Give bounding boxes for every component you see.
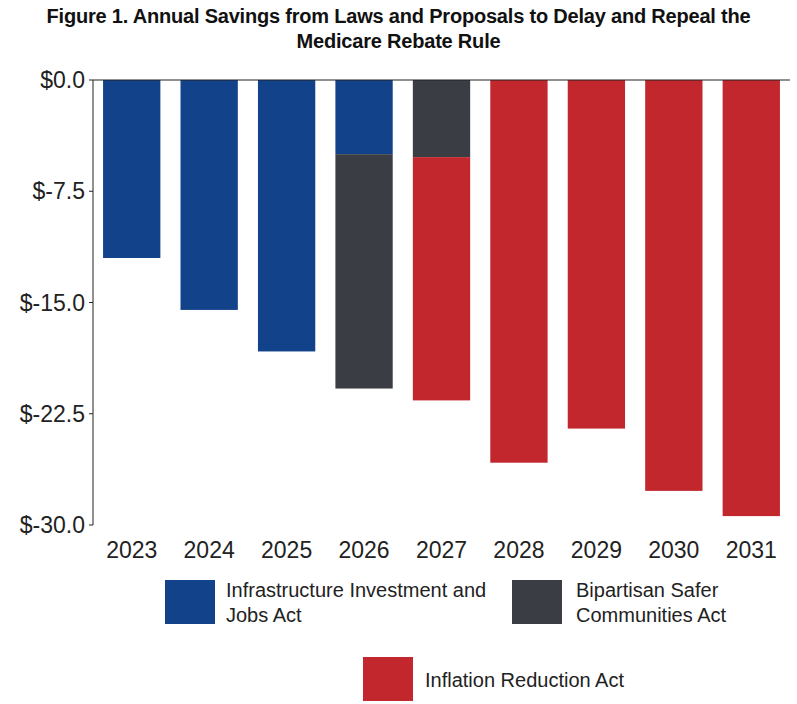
legend-swatch [512, 580, 562, 624]
bar [490, 80, 547, 463]
y-tick-label: $-30.0 [20, 512, 85, 538]
y-tick [89, 80, 93, 81]
legend-label: Bipartisan Safer Communities Act [576, 578, 791, 628]
x-tick-label: 2023 [106, 537, 157, 563]
y-tick-label: $0.0 [40, 67, 85, 93]
bars [103, 80, 780, 516]
y-tick-label: $-22.5 [20, 401, 85, 427]
legend-swatch [165, 580, 215, 624]
bar [568, 80, 625, 429]
legend-label: Infrastructure Investment and Jobs Act [226, 578, 516, 628]
bar [413, 80, 470, 157]
y-tick-label: $-7.5 [33, 178, 85, 204]
bar [413, 157, 470, 400]
legend-swatch [363, 657, 413, 701]
x-tick-label: 2031 [726, 537, 777, 563]
bar [181, 80, 238, 310]
legend-label: Inflation Reduction Act [425, 668, 725, 693]
bar [335, 154, 392, 388]
bar [723, 80, 780, 516]
y-tick [89, 525, 93, 526]
bar [258, 80, 315, 351]
y-tick [89, 191, 93, 192]
x-tick-label: 2027 [416, 537, 467, 563]
bar [645, 80, 702, 491]
y-tick [89, 302, 93, 303]
x-tick-label: 2029 [571, 537, 622, 563]
x-tick-label: 2026 [338, 537, 389, 563]
bar [335, 80, 392, 154]
x-tick-label: 2030 [648, 537, 699, 563]
x-tick-label: 2024 [184, 537, 235, 563]
bar [103, 80, 160, 258]
y-tick [89, 413, 93, 414]
y-tick-label: $-15.0 [20, 290, 85, 316]
title: Figure 1. Annual Savings from Laws and P… [40, 4, 757, 54]
x-tick-label: 2025 [261, 537, 312, 563]
x-tick-label: 2028 [493, 537, 544, 563]
zero-line [93, 80, 790, 81]
